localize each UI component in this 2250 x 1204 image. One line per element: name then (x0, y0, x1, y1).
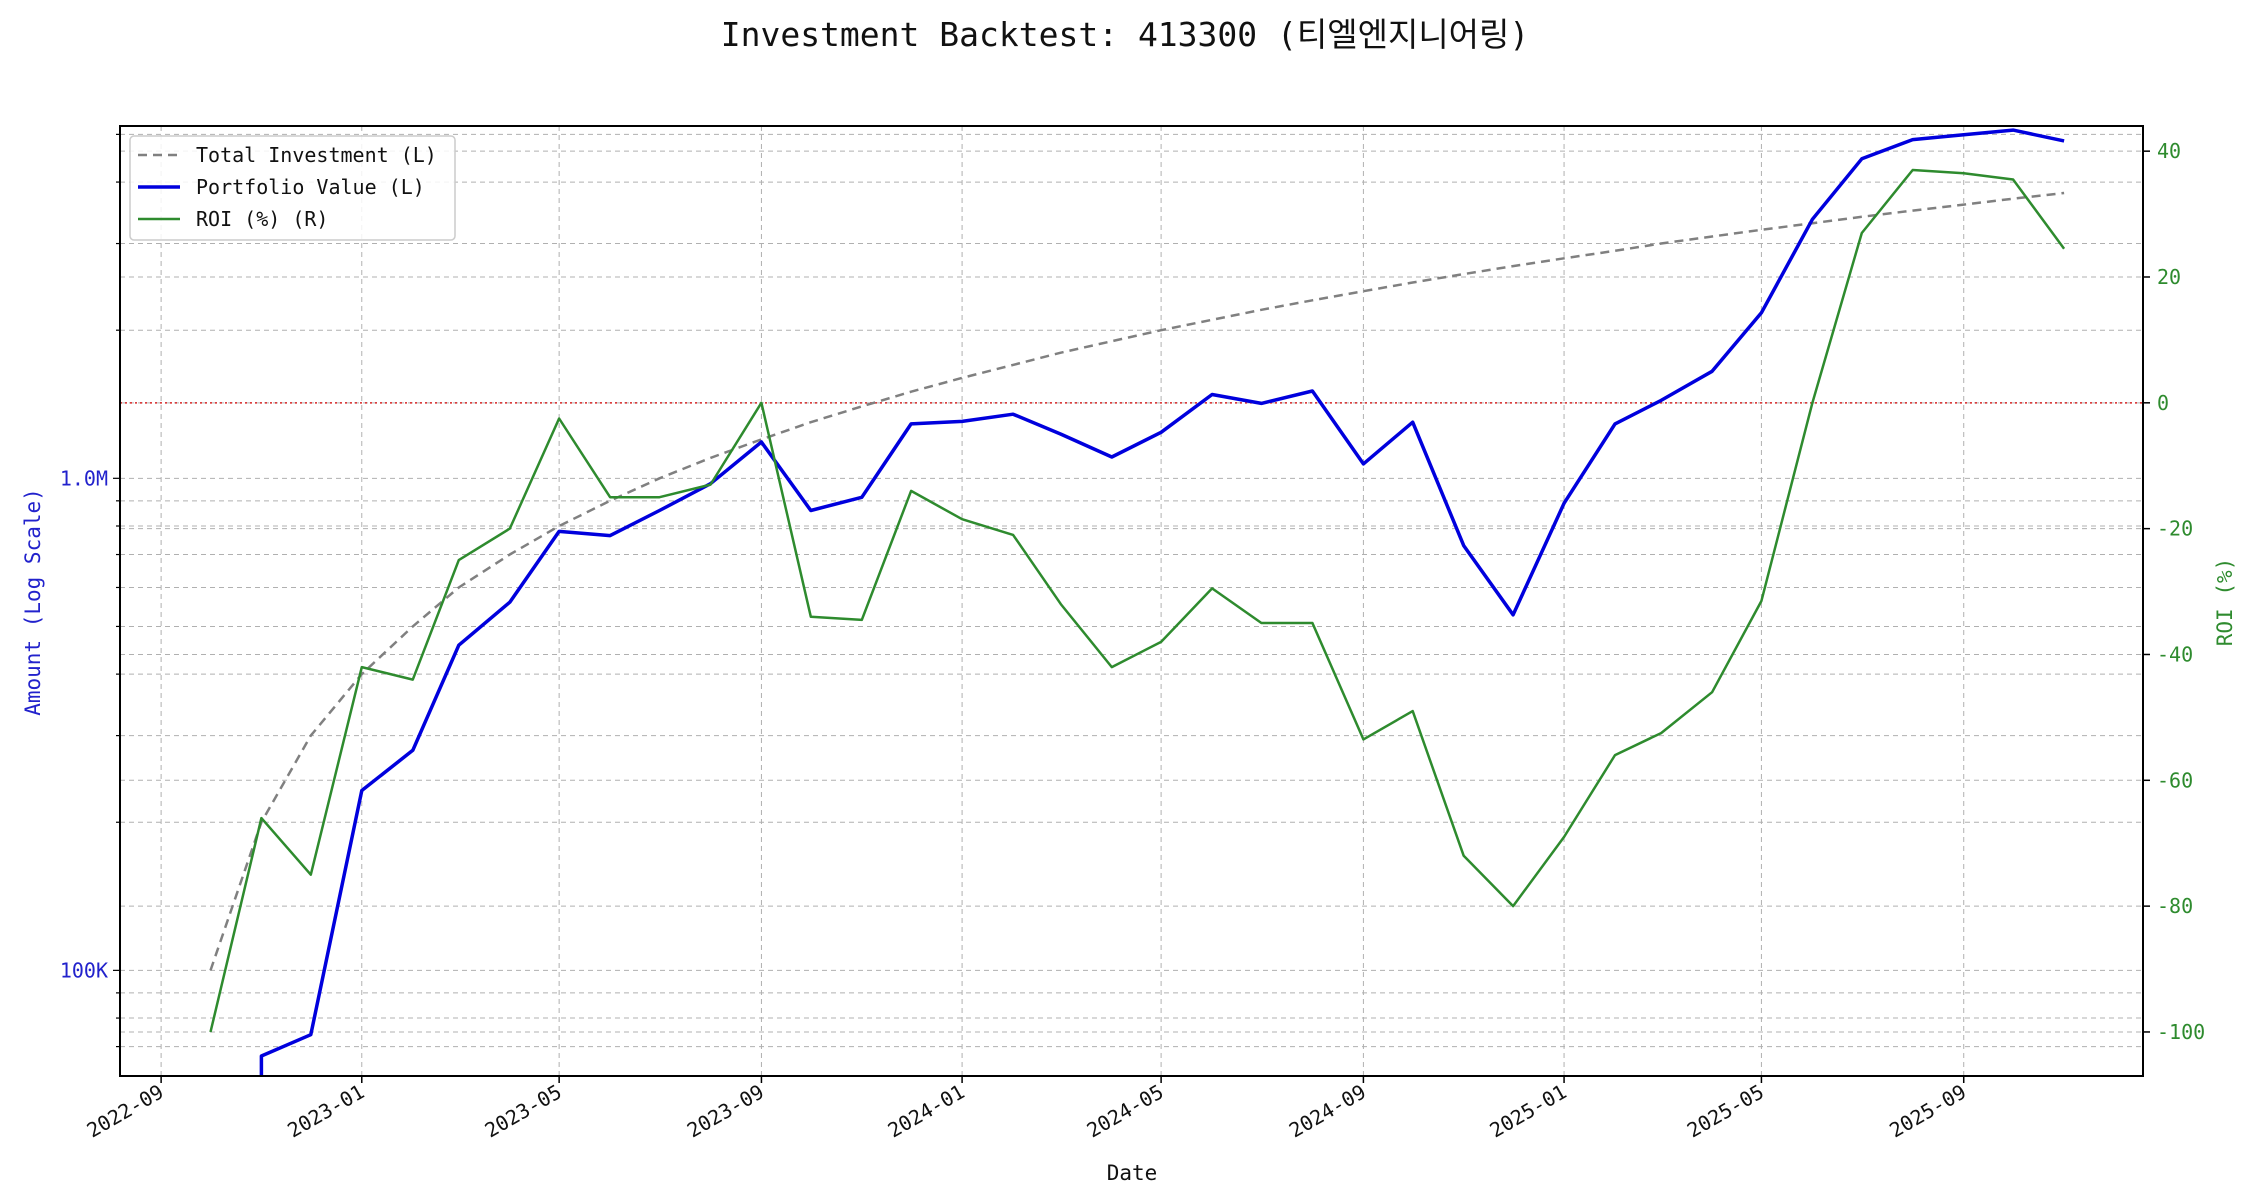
y-left-tick-label: 1.0M (60, 466, 108, 490)
x-tick-label: 2025-01 (1486, 1080, 1571, 1143)
x-tick-label: 2023-01 (283, 1080, 368, 1143)
x-tick-label: 2023-05 (481, 1080, 566, 1143)
y-right-tick-label: -80 (2157, 894, 2193, 918)
x-tick-label: 2025-05 (1683, 1080, 1768, 1143)
legend-label: Total Investment (L) (196, 143, 437, 167)
plot-area-frame (119, 125, 2144, 1077)
tick-layer: 2022-09 2023-01 2023-05 2023-09 2024-01 2024-… (60, 133, 2205, 1143)
y-right-tick-label: -40 (2157, 642, 2193, 666)
roi-line (209, 168, 2066, 1033)
legend-box (129, 135, 456, 241)
x-tick-label: 2024-01 (884, 1080, 969, 1143)
legend: Total Investment (L) Portfolio Value (L) R… (129, 135, 456, 241)
y-right-tick-label: -20 (2157, 517, 2193, 541)
x-tick-label: 2023-09 (683, 1080, 768, 1143)
x-axis-label: Date (1107, 1161, 1158, 1185)
y-right-tick-label: -100 (2157, 1020, 2205, 1044)
y-right-tick-label: 40 (2157, 139, 2181, 163)
y-left-tick-label: 100K (60, 958, 108, 982)
legend-label: Portfolio Value (L) (196, 175, 425, 199)
x-tick-label: 2025-09 (1885, 1080, 1970, 1143)
x-tick-label: 2022-09 (83, 1080, 168, 1143)
y-right-tick-label: 20 (2157, 265, 2181, 289)
chart-title: Investment Backtest: 413300 (티엘엔지니어링) (721, 15, 1530, 54)
y-axis-label-right: ROI (%) (2213, 558, 2237, 647)
y-right-tick-label: 0 (2157, 391, 2169, 415)
total-investment-line (209, 191, 2065, 971)
x-tick-label: 2024-05 (1083, 1080, 1168, 1143)
x-tick-label: 2024-09 (1285, 1080, 1370, 1143)
portfolio-value-line (259, 128, 2065, 1076)
legend-label: ROI (%) (R) (196, 207, 328, 231)
y-axis-label-left: Amount (Log Scale) (21, 488, 45, 716)
series-layer (209, 128, 2066, 1076)
grid-layer (120, 126, 2143, 1076)
y-right-tick-label: -60 (2157, 768, 2193, 792)
